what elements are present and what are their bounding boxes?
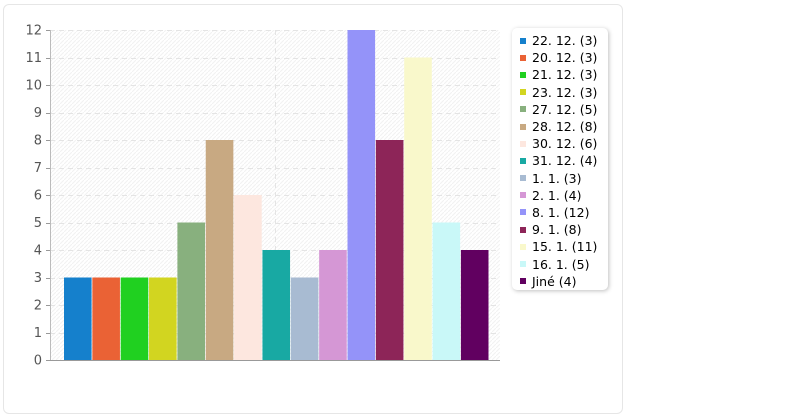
y-tick-label: 2 — [34, 299, 42, 314]
legend-item: 9. 1. (8) — [520, 221, 608, 238]
legend-label: 15. 1. (11) — [532, 239, 598, 255]
legend-label: 31. 12. (4) — [532, 153, 598, 169]
legend-label: 23. 12. (3) — [532, 84, 598, 100]
bar-6 — [234, 195, 262, 360]
bar-9 — [319, 250, 347, 360]
legend-swatch — [520, 140, 526, 147]
legend-label: 28. 12. (8) — [532, 119, 598, 135]
legend-swatch — [520, 243, 526, 250]
legend-swatch — [520, 175, 526, 182]
y-tick-label: 5 — [34, 216, 42, 231]
legend-label: 30. 12. (6) — [532, 136, 598, 152]
y-tick-label: 10 — [25, 79, 42, 94]
bar-12 — [404, 57, 432, 360]
legend-item: 8. 1. (12) — [520, 204, 608, 221]
bar-3 — [149, 277, 177, 360]
legend-label: 22. 12. (3) — [532, 33, 598, 49]
bar-4 — [177, 222, 205, 360]
legend-item: 20. 12. (3) — [520, 49, 608, 66]
legend-label: 2. 1. (4) — [532, 187, 582, 203]
legend-swatch — [520, 209, 526, 216]
bar-14 — [460, 250, 489, 360]
legend-swatch — [520, 157, 526, 164]
legend-item: Jiné (4) — [520, 273, 608, 290]
legend-swatch — [520, 106, 526, 113]
legend-label: 20. 12. (3) — [532, 50, 598, 66]
bar-1 — [92, 277, 120, 360]
legend-item: 22. 12. (3) — [520, 32, 608, 49]
y-tick-label: 12 — [25, 24, 42, 39]
legend-label: 1. 1. (3) — [532, 170, 582, 186]
legend-label: 9. 1. (8) — [532, 222, 582, 238]
y-tick-label: 8 — [34, 134, 42, 149]
legend-swatch — [520, 123, 526, 130]
legend-label: Jiné (4) — [532, 273, 577, 289]
legend-swatch — [520, 278, 526, 285]
bar-13 — [432, 222, 461, 360]
bar-5 — [205, 140, 234, 360]
legend-item: 28. 12. (8) — [520, 118, 608, 135]
legend-item: 21. 12. (3) — [520, 66, 608, 83]
bar-10 — [347, 30, 376, 360]
bar-11 — [375, 140, 404, 360]
y-tick-label: 4 — [34, 244, 42, 259]
legend-swatch — [520, 192, 526, 199]
chart-legend: 22. 12. (3) 20. 12. (3) 21. 12. (3) 23. 12.… — [512, 28, 608, 290]
bar-7 — [262, 250, 291, 360]
bars — [64, 30, 489, 360]
legend-item: 15. 1. (11) — [520, 238, 608, 255]
y-tick-label: 9 — [34, 106, 42, 121]
legend-item: 31. 12. (4) — [520, 152, 608, 169]
legend-swatch — [520, 89, 526, 96]
legend-item: 1. 1. (3) — [520, 170, 608, 187]
legend-swatch — [520, 37, 526, 44]
legend-item: 23. 12. (3) — [520, 84, 608, 101]
legend-item: 27. 12. (5) — [520, 101, 608, 118]
y-tick-label: 3 — [34, 271, 42, 286]
legend-swatch — [520, 54, 526, 61]
legend-item: 2. 1. (4) — [520, 187, 608, 204]
legend-label: 27. 12. (5) — [532, 101, 598, 117]
y-tick-label: 7 — [34, 161, 42, 176]
y-tick-label: 11 — [25, 51, 42, 66]
bar-8 — [290, 277, 319, 360]
legend-label: 21. 12. (3) — [532, 67, 598, 83]
bar-2 — [120, 277, 149, 360]
legend-label: 16. 1. (5) — [532, 256, 590, 272]
legend-label: 8. 1. (12) — [532, 204, 590, 220]
legend-item: 16. 1. (5) — [520, 255, 608, 272]
bar-0 — [64, 277, 92, 360]
legend-swatch — [520, 226, 526, 233]
y-tick-label: 0 — [34, 354, 42, 369]
y-tick-label: 1 — [34, 326, 42, 341]
legend-swatch — [520, 261, 526, 268]
legend-item: 30. 12. (6) — [520, 135, 608, 152]
legend-swatch — [520, 71, 526, 78]
y-tick-label: 6 — [34, 189, 42, 204]
